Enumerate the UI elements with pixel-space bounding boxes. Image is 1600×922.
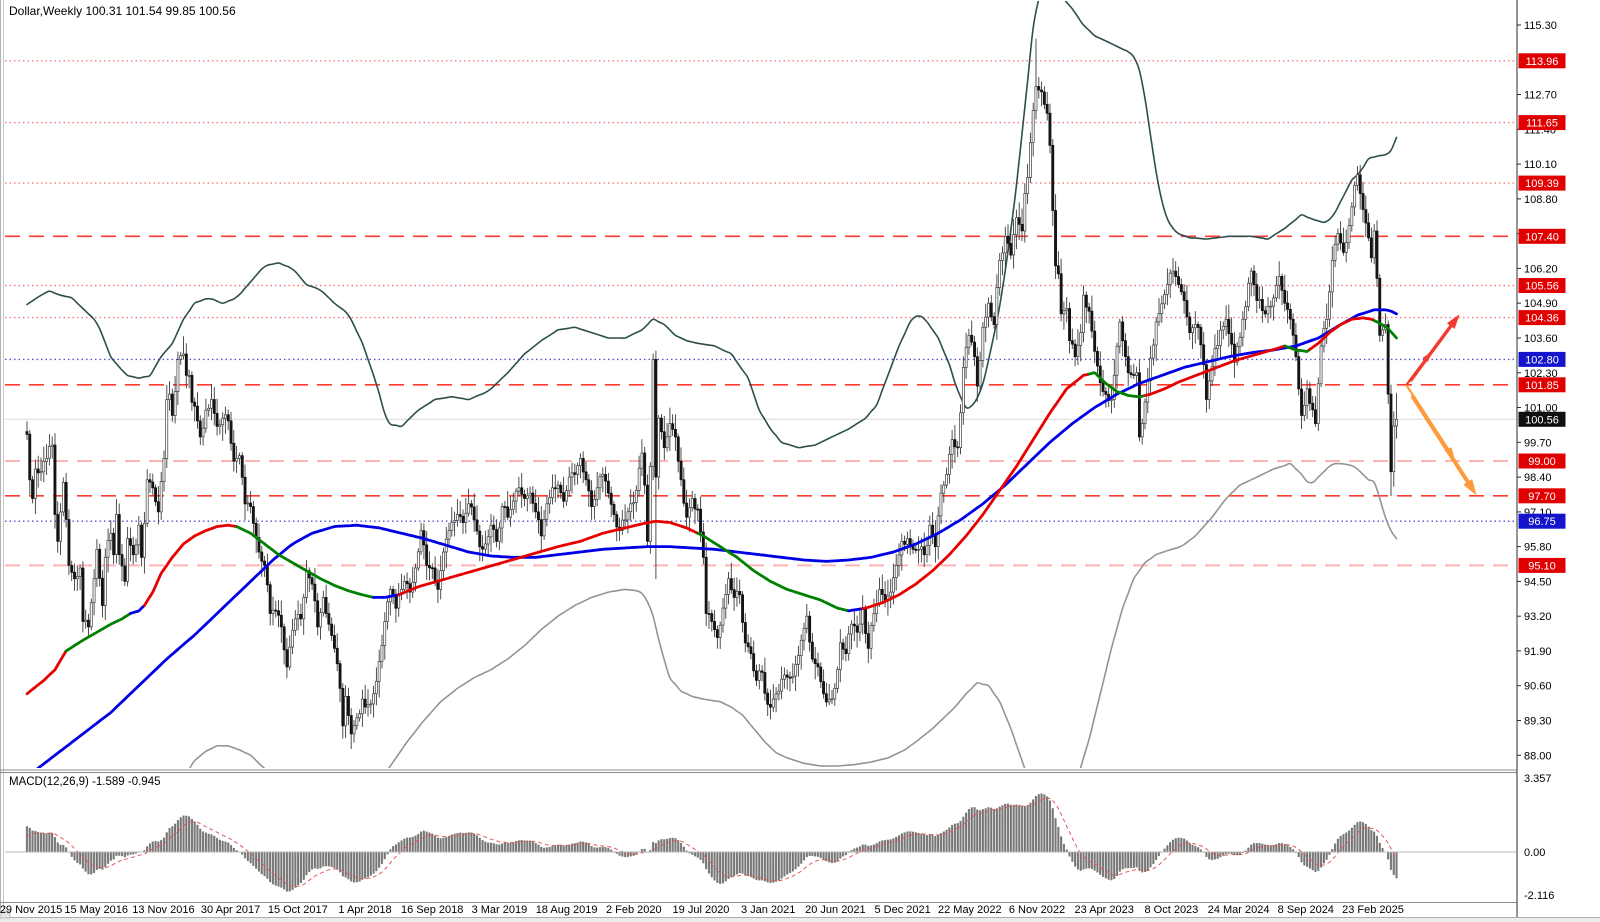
fast-ma-segment-green — [696, 531, 851, 613]
price-level-badge[interactable] — [1518, 53, 1566, 69]
price-level-badge[interactable] — [1518, 488, 1566, 504]
price-tick-label: 112.70 — [1524, 90, 1557, 102]
price-tick-label: 91.90 — [1524, 646, 1552, 658]
chart-title: Dollar,Weekly 100.31 101.54 99.85 100.56 — [9, 4, 236, 18]
price-tick-label: 90.60 — [1524, 681, 1552, 693]
price-level-badge-label: 96.75 — [1528, 516, 1556, 528]
price-level-badge-label: 95.10 — [1528, 560, 1556, 572]
date-label[interactable]: 3 Jan 2021 — [741, 904, 795, 916]
fast-ma-segment-red — [25, 649, 68, 696]
forecast-arrow-down[interactable] — [1411, 395, 1472, 487]
date-label[interactable]: 24 Mar 2024 — [1208, 904, 1270, 916]
bear-candle-bodies — [25, 86, 1393, 735]
price-tick-label: 101.00 — [1524, 403, 1558, 415]
price-level-badge[interactable] — [1518, 411, 1566, 427]
date-label[interactable]: 16 Sep 2018 — [401, 904, 463, 916]
price-tick-label: 88.00 — [1524, 750, 1552, 762]
price-level-badge[interactable] — [1518, 513, 1566, 529]
price-level-badge-label: 101.85 — [1525, 380, 1559, 392]
fast-ma-segment-green — [235, 525, 375, 599]
fast-ma-segment-blue — [372, 593, 401, 599]
fast-ma-segment-blue — [129, 604, 146, 615]
date-label[interactable]: 15 May 2016 — [64, 904, 128, 916]
bollinger-lower-band — [188, 462, 1398, 768]
slow-ma-line — [36, 308, 1398, 768]
fast-ma-segment-red — [1308, 316, 1376, 351]
price-tick-label: 103.60 — [1524, 333, 1558, 345]
bollinger-upper-band — [26, 1, 1398, 449]
price-level-badge[interactable] — [1518, 310, 1566, 326]
price-tick-label: 94.50 — [1524, 576, 1552, 588]
price-tick-label: 106.20 — [1524, 263, 1558, 275]
macd-indicator-label: MACD(12,26,9) -1.589 -0.945 — [9, 776, 161, 788]
scroll-corner — [0, 910, 11, 919]
price-level-badge-label: 107.40 — [1525, 231, 1559, 243]
price-tick-label: 98.40 — [1524, 472, 1552, 484]
fast-ma-segment-red — [143, 523, 238, 607]
price-level-badge-label: 113.96 — [1526, 56, 1559, 68]
date-label[interactable]: 18 Aug 2019 — [536, 904, 598, 916]
price-level-badge[interactable] — [1518, 557, 1566, 573]
date-label[interactable]: 3 Mar 2019 — [472, 904, 528, 916]
date-label[interactable]: 15 Oct 2017 — [268, 904, 328, 916]
macd-axis-zero: 0.00 — [1524, 847, 1545, 859]
forecast-arrowhead-up[interactable] — [1446, 314, 1460, 329]
price-tick-label: 115.30 — [1524, 20, 1557, 32]
fast-ma-segment-green — [1087, 371, 1147, 399]
price-level-badge-label: 100.56 — [1525, 414, 1559, 426]
date-label[interactable]: 13 Nov 2016 — [132, 904, 194, 916]
fast-ma-segment-green — [1283, 344, 1312, 353]
price-level-badge[interactable] — [1518, 175, 1566, 191]
date-label[interactable]: 8 Sep 2024 — [1278, 904, 1334, 916]
date-label[interactable]: 22 May 2022 — [938, 904, 1002, 916]
main-chart-panel — [25, 1, 1398, 768]
macd-axis-max: 3.357 — [1524, 773, 1552, 785]
date-label[interactable]: 20 Jun 2021 — [805, 904, 866, 916]
price-level-badge-label: 104.36 — [1525, 313, 1559, 325]
price-level-badge-label: 111.65 — [1526, 118, 1558, 130]
date-label[interactable]: 23 Apr 2023 — [1075, 904, 1134, 916]
price-tick-label: 89.30 — [1524, 716, 1552, 728]
price-level-badge-label: 109.39 — [1525, 178, 1559, 190]
fast-ma-segment-red — [1143, 344, 1287, 397]
price-tick-label: 108.80 — [1524, 194, 1558, 206]
date-label[interactable]: 29 Nov 2015 — [0, 904, 62, 916]
price-level-badge-label: 99.00 — [1528, 456, 1556, 468]
price-tick-label: 99.70 — [1524, 437, 1552, 449]
price-level-badge-label: 97.70 — [1528, 491, 1556, 503]
fast-ma-segment-green — [1372, 319, 1398, 340]
price-tick-label: 110.10 — [1524, 159, 1557, 171]
fast-ma-segment-blue — [847, 607, 865, 613]
date-label[interactable]: 6 Nov 2022 — [1009, 904, 1065, 916]
price-level-badge[interactable] — [1518, 278, 1566, 293]
date-label[interactable]: 8 Oct 2023 — [1144, 904, 1198, 916]
price-tick-label: 104.90 — [1524, 298, 1558, 310]
date-label[interactable]: 5 Dec 2021 — [874, 904, 930, 916]
date-label[interactable]: 2 Feb 2020 — [606, 904, 662, 916]
price-level-badge-label: 105.56 — [1525, 281, 1559, 293]
price-tick-label: 93.20 — [1524, 611, 1552, 623]
date-label[interactable]: 30 Apr 2017 — [201, 904, 260, 916]
price-level-badge[interactable] — [1518, 115, 1566, 131]
macd-axis-min: -2.116 — [1524, 890, 1554, 902]
forecast-arrowhead-down[interactable] — [1463, 479, 1477, 496]
forecast-arrow-up[interactable] — [1409, 322, 1455, 382]
date-label[interactable]: 19 Jul 2020 — [673, 904, 730, 916]
price-level-badge[interactable] — [1518, 351, 1566, 367]
date-label[interactable]: 23 Feb 2025 — [1342, 904, 1404, 916]
date-label[interactable]: 1 Apr 2018 — [338, 904, 391, 916]
fast-ma-segment-red — [861, 372, 1091, 610]
fast-ma-segment-green — [64, 612, 132, 653]
price-level-badge[interactable] — [1518, 228, 1566, 244]
price-tick-label: 102.30 — [1524, 368, 1558, 380]
fast-ma-segment-red — [397, 519, 700, 597]
window-bottom-strip — [0, 918, 1600, 922]
price-level-badge-label: 102.80 — [1525, 354, 1559, 366]
price-level-badge[interactable] — [1518, 377, 1566, 393]
price-tick-label: 95.80 — [1524, 542, 1552, 554]
price-level-badge[interactable] — [1518, 453, 1566, 469]
